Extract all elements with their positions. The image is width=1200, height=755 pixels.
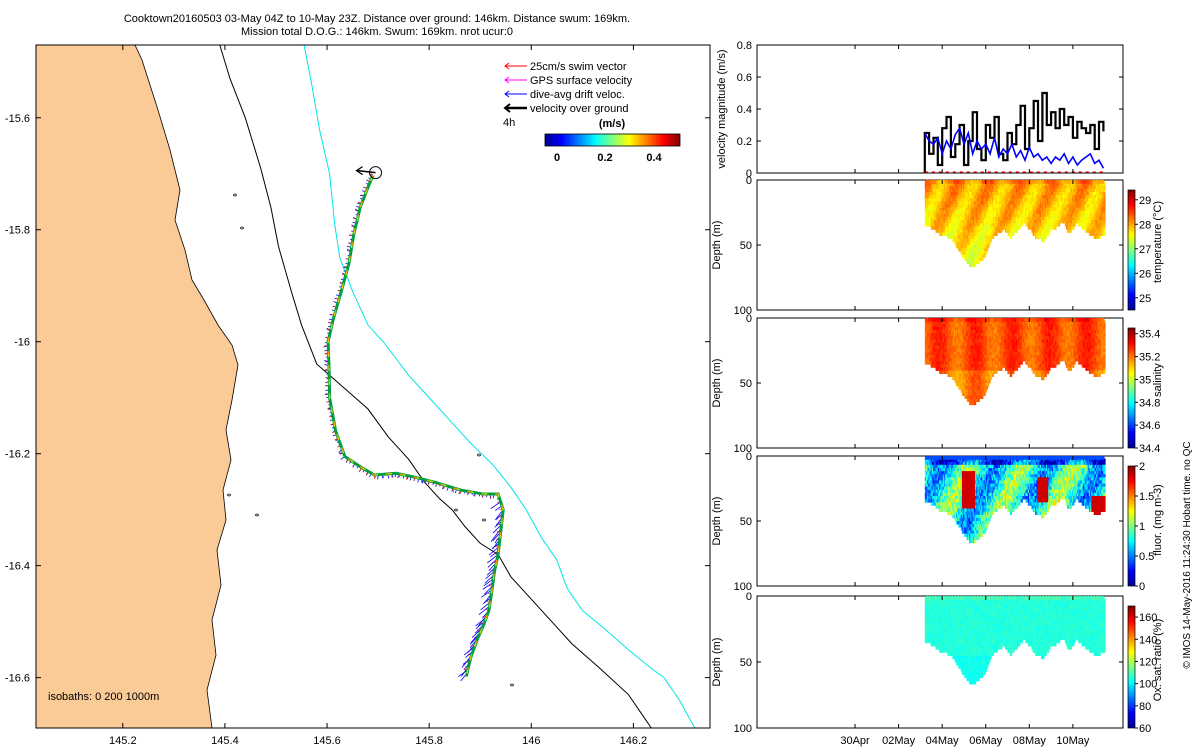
lon-tick-label: 146 [522,735,540,747]
colorbar-tick-label: 1 [1139,521,1145,533]
colorbar-tick-label: 60 [1139,723,1151,735]
depth-tick-label: 50 [740,657,752,669]
depth-tick-label: 0 [746,591,752,603]
colorbar-tick-label: 100 [1139,679,1157,691]
figure-subtitle: Mission total D.O.G.: 146km. Swum: 169km… [241,26,513,38]
lon-tick-label: 145.4 [211,735,239,747]
colorbar-tick-label: 140 [1139,634,1157,646]
velocity-axis-label: velocity magnitude (m/s) [716,49,728,168]
time-tick-label: 30Apr [840,735,870,747]
colorbar-tick-label: 160 [1139,612,1157,624]
section-colorbar [1128,190,1135,310]
velocity-tick-label: 0.6 [737,72,752,84]
velocity-panel: 00.20.40.60.8 velocity magnitude (m/s) [716,40,1123,180]
lat-tick-label: -16.4 [5,561,30,573]
isobaths-label: isobaths: 0 200 1000m [48,691,159,703]
lat-tick-label: -16 [14,337,30,349]
depth-tick-label: 50 [740,378,752,390]
fluor-depth-label: Depth (m) [711,497,723,546]
colorbar-tick-label: 29 [1139,195,1151,207]
oxygen-depth-label: Depth (m) [711,638,723,687]
lon-tick-label: 145.8 [415,735,443,747]
section-colorbar [1128,606,1135,728]
figure-title: Cooktown20160503 03-May 04Z to 10-May 23… [124,13,630,25]
colorbar-tick-label: 35.4 [1139,329,1160,341]
temperature-depth-label: Depth (m) [711,221,723,270]
lon-tick-label: 145.2 [109,735,137,747]
depth-tick-label: 50 [740,240,752,252]
time-tick-label: 06May [969,735,1003,747]
lat-tick-label: -15.8 [5,225,30,237]
colorbar-tick-label: 34.8 [1139,397,1160,409]
colorbar-tick-label: 28 [1139,219,1151,231]
lat-tick-label: -15.6 [5,113,30,125]
fluorescence-section-panel: Depth (m) fluor. (mg m-3) 05010021.510.5… [711,451,1164,593]
time-tick-label: 02May [882,735,916,747]
colorbar-tick-0.4: 0.4 [646,152,662,164]
colorbar-tick-0.2: 0.2 [597,152,612,164]
section-colorbar [1128,328,1135,448]
lat-tick-label: -16.6 [5,673,30,685]
legend-gps-velocity: GPS surface velocity [530,75,633,87]
colorbar-tick-label: 27 [1139,244,1151,256]
colorbar-tick-label: 35.2 [1139,352,1160,364]
salinity-depth-label: Depth (m) [711,359,723,408]
velocity-tick-label: 0.2 [737,136,752,148]
colorbar-tick-label: 35 [1139,374,1151,386]
lon-tick-label: 146.2 [620,735,648,747]
map-panel: 145.2 145.4 145.6 145.8 146 146.2 -15.6 -15.8 -… [5,45,710,747]
colorbar-tick-label: 25 [1139,293,1151,305]
depth-tick-label: 100 [734,723,752,735]
depth-tick-label: 0 [746,451,752,463]
colorbar-tick-label: 120 [1139,656,1157,668]
salinity-colorbar-label: salinity [1152,363,1164,397]
oxygen-section-panel: Depth (m) Ox. sat. ratio (%) 05010016014… [711,591,1164,735]
time-series-panels: 0 0.2 0.4 0.6 0.8 velocity magnitude (m/s) D… [711,40,1164,747]
lon-tick-label: 145.6 [313,735,341,747]
legend-velocity-over-ground: velocity over ground [530,103,628,115]
colorbar-tick-0: 0 [554,152,560,164]
map-time-label: 4h [503,117,515,129]
time-tick-label: 10May [1056,735,1090,747]
colorbar-tick-label: 1.5 [1139,491,1154,503]
colorbar-tick-label: 26 [1139,268,1151,280]
depth-tick-label: 0 [746,313,752,325]
legend-swim-vector: 25cm/s swim vector [530,61,627,73]
colorbar-tick-label: 34.6 [1139,420,1160,432]
colorbar-tick-label: 0 [1139,581,1145,593]
depth-tick-label: 50 [740,516,752,528]
colorbar-tick-label: 0.5 [1139,551,1154,563]
colorbar-unit: (m/s) [599,118,626,130]
imos-timestamp: © IMOS 14-May-2016 11:24:30 Hobart time.… [1182,441,1193,668]
temperature-section-panel: Depth (m) temperature (°C) 0501002928272… [711,175,1164,317]
lat-tick-label: -16.2 [5,449,30,461]
time-tick-label: 08May [1013,735,1047,747]
velocity-tick-label: 0.8 [737,40,752,52]
depth-tick-label: 0 [746,175,752,187]
velocity-tick-label: 0.4 [737,104,752,116]
colorbar-tick-label: 80 [1139,701,1151,713]
colorbar-tick-label: 2 [1139,461,1145,473]
section-colorbar [1128,466,1135,586]
legend-drift-velocity: dive-avg drift veloc. [530,89,625,101]
colorbar-tick-label: 34.4 [1139,443,1160,455]
salinity-section-panel: Depth (m) salinity 05010035.435.23534.83… [711,313,1164,455]
temperature-colorbar-label: temperature (°C) [1152,201,1164,283]
time-tick-label: 04May [926,735,960,747]
speed-colorbar [545,134,680,146]
